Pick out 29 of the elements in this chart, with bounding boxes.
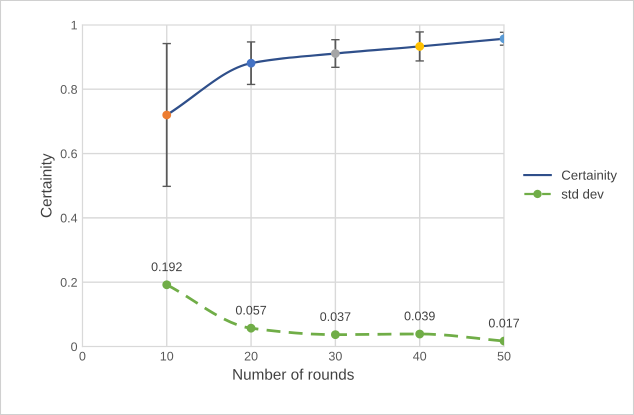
- x-tick-label: 20: [244, 352, 258, 361]
- y-tick-label: 1: [72, 20, 77, 30]
- y-tick-label: 0: [71, 342, 78, 352]
- data-label: 0.037: [320, 312, 350, 322]
- legend-label: Certainity: [562, 170, 617, 182]
- x-tick-label: 30: [328, 352, 342, 361]
- data-label: 0.192: [152, 262, 182, 272]
- point: [415, 330, 424, 338]
- y-tick-label: 0.6: [60, 149, 78, 158]
- point: [162, 110, 172, 120]
- point: [330, 49, 340, 58]
- y-tick-label: 0.2: [60, 278, 77, 287]
- x-tick-label: 10: [160, 352, 174, 361]
- data-label: 0.017: [488, 318, 520, 328]
- y-tick-label: 0.8: [60, 85, 78, 94]
- y-tick-label: 0.4: [60, 214, 78, 223]
- x-axis-title: Number of rounds: [233, 368, 354, 380]
- data-label: 0.057: [236, 306, 266, 315]
- data-label: 0.039: [404, 312, 435, 320]
- y-axis-title: Certainity: [40, 153, 55, 218]
- x-tick-label: 50: [498, 352, 510, 361]
- x-tick-label: 40: [413, 352, 426, 361]
- point: [246, 324, 256, 333]
- x-tick-label: 0: [79, 352, 86, 361]
- point: [162, 280, 172, 290]
- point: [246, 58, 256, 68]
- point: [330, 330, 340, 340]
- legend-label: std dev: [562, 189, 604, 199]
- point: [415, 42, 424, 51]
